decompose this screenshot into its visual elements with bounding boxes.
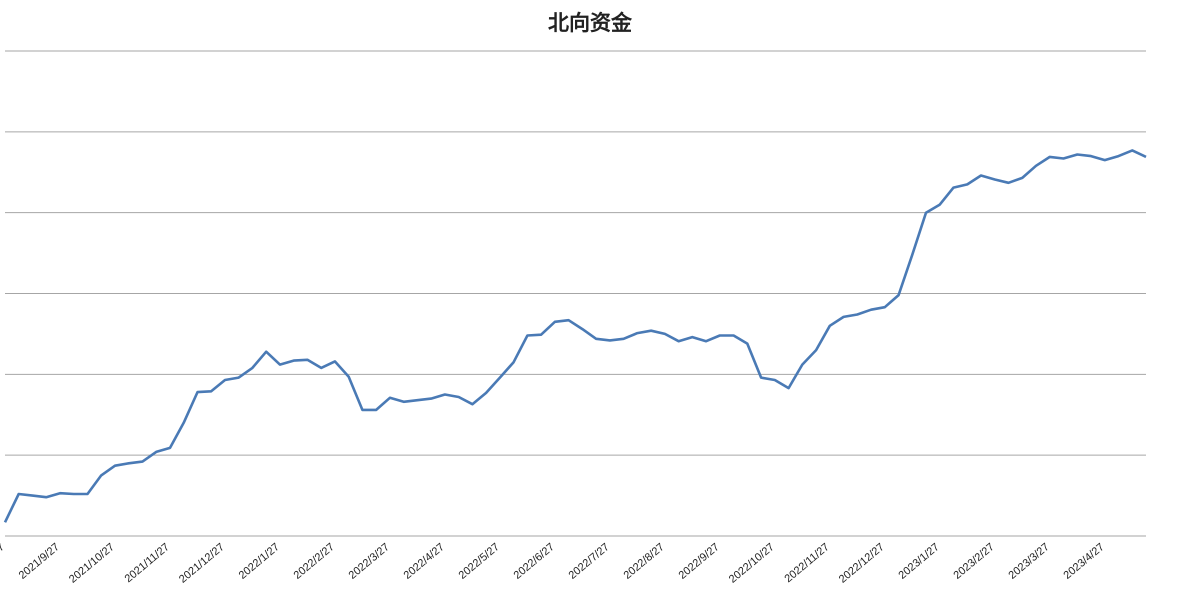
x-tick-label: 2022/1/27 [237, 541, 282, 582]
x-tick-label: 2021/11/27 [123, 541, 172, 585]
x-tick-label: 2022/11/27 [782, 541, 831, 585]
x-tick-label: 2022/2/27 [292, 541, 337, 582]
x-tick-label: 2023/4/27 [1061, 541, 1106, 582]
x-tick-label: 2022/7/27 [567, 541, 612, 582]
x-tick-label: 2022/3/27 [347, 541, 392, 582]
x-tick-label: 2022/5/27 [457, 541, 502, 582]
x-tick-label: 2022/9/27 [677, 541, 722, 582]
x-tick-label: 2021/9/27 [17, 541, 62, 582]
x-tick-label: 2021/8/27 [0, 541, 7, 582]
x-tick-label: 2022/12/27 [837, 541, 887, 586]
data-line [3, 149, 1147, 523]
x-tick-label: 2023/3/27 [1006, 541, 1051, 582]
chart-title: 北向资金 [548, 10, 633, 35]
x-tick-label: 2023/2/27 [952, 541, 997, 582]
x-tick-label: 2022/8/27 [622, 541, 667, 582]
x-tick-label: 2022/4/27 [402, 541, 447, 582]
x-tick-label: 2021/12/27 [177, 541, 227, 586]
x-tick-label: 2022/6/27 [512, 541, 557, 582]
x-tick-label: 2022/10/27 [727, 541, 777, 586]
x-tick-label: 2023/1/27 [897, 541, 942, 582]
x-tick-label: 2021/10/27 [67, 541, 117, 586]
